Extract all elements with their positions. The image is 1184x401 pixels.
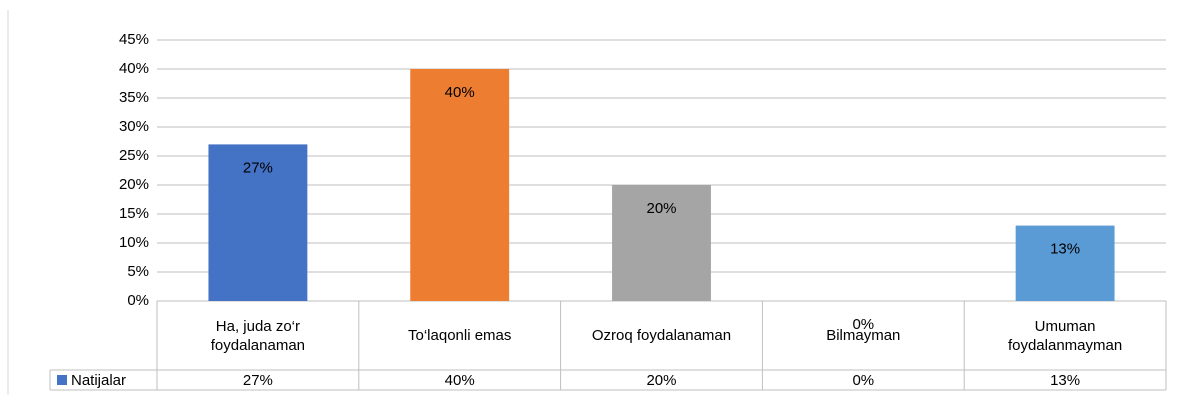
y-tick-label: 0% bbox=[127, 292, 149, 309]
data-label: 27% bbox=[243, 159, 273, 176]
y-tick-label: 15% bbox=[119, 205, 149, 222]
y-tick-label: 20% bbox=[119, 176, 149, 193]
table-value: 20% bbox=[561, 370, 763, 390]
legend-key bbox=[57, 375, 67, 385]
bar bbox=[410, 69, 510, 301]
bar bbox=[1015, 225, 1115, 301]
table-value-text: 40% bbox=[444, 371, 475, 389]
category-label: Umuman foydalanmayman bbox=[964, 301, 1166, 370]
table-value: 13% bbox=[964, 370, 1166, 390]
table-value-text: 13% bbox=[1050, 371, 1081, 389]
y-tick-label: 45% bbox=[119, 31, 149, 48]
data-label: 13% bbox=[1050, 241, 1080, 258]
table-value: 0% bbox=[762, 370, 964, 390]
table-value-text: 20% bbox=[646, 371, 677, 389]
y-tick-label: 5% bbox=[127, 263, 149, 280]
data-label: 20% bbox=[646, 200, 676, 217]
category-label-text: To‘laqonli emas bbox=[408, 327, 512, 344]
bar bbox=[208, 144, 308, 301]
category-label-text: Ozroq foydalanaman bbox=[591, 327, 732, 344]
data-label: 40% bbox=[445, 84, 475, 101]
y-tick-label: 35% bbox=[119, 89, 149, 106]
table-value-text: 0% bbox=[852, 371, 875, 389]
table-value-text: 27% bbox=[242, 371, 273, 389]
category-label: Ozroq foydalanaman bbox=[561, 301, 763, 370]
legend-label: Natijalar bbox=[71, 372, 126, 389]
category-label-text: Ha, juda zo‘r foydalanaman bbox=[210, 317, 305, 354]
y-tick-label: 10% bbox=[119, 234, 149, 251]
category-label: To‘laqonli emas bbox=[359, 301, 561, 370]
category-label: Bilmayman bbox=[762, 301, 964, 370]
bar bbox=[612, 185, 711, 301]
category-label: Ha, juda zo‘r foydalanaman bbox=[157, 301, 359, 370]
category-label-text: Umuman foydalanmayman bbox=[1007, 317, 1123, 354]
category-label-text: Bilmayman bbox=[826, 327, 901, 344]
y-tick-label: 25% bbox=[119, 147, 149, 164]
y-tick-label: 30% bbox=[119, 118, 149, 135]
y-tick-label: 40% bbox=[119, 60, 149, 77]
table-value: 40% bbox=[359, 370, 561, 390]
data-label: 0% bbox=[852, 316, 874, 333]
table-value: 27% bbox=[157, 370, 359, 390]
